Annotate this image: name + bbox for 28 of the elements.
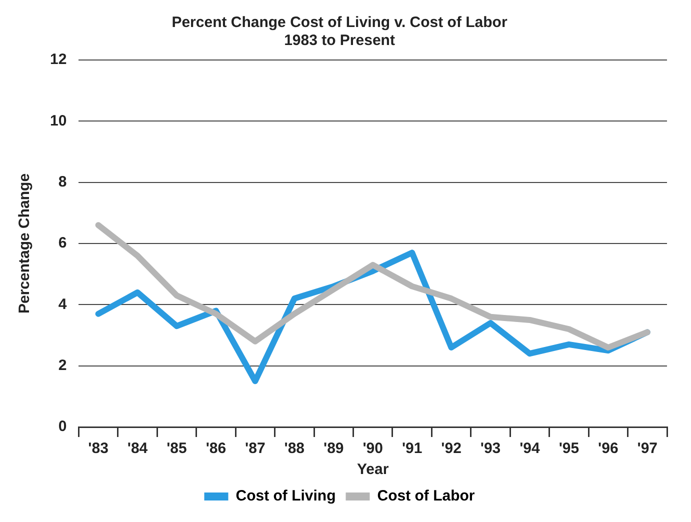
legend-label: Cost of Labor bbox=[377, 488, 475, 505]
chart-title: Percent Change Cost of Living v. Cost of Labor bbox=[172, 14, 508, 32]
x-tick-label: '91 bbox=[402, 440, 422, 458]
y-tick-label: 2 bbox=[58, 356, 67, 374]
x-axis-title: Year bbox=[356, 461, 389, 478]
x-tick-label: '84 bbox=[127, 440, 148, 458]
y-tick-label: 8 bbox=[58, 173, 67, 190]
x-tick-label: '89 bbox=[323, 440, 344, 458]
x-tick-label: '94 bbox=[520, 440, 541, 458]
y-tick-label: 10 bbox=[50, 112, 67, 130]
x-tick-label: '95 bbox=[558, 440, 580, 458]
y-tick-label: 4 bbox=[58, 296, 68, 313]
x-tick-label: '96 bbox=[598, 440, 618, 458]
x-tick-label: '92 bbox=[441, 440, 462, 458]
x-tick-label: '93 bbox=[480, 440, 501, 458]
x-tick-label: '97 bbox=[637, 440, 658, 458]
y-tick-label: 12 bbox=[50, 51, 67, 68]
x-tick-label: '90 bbox=[362, 440, 383, 458]
y-tick-label: 0 bbox=[58, 418, 67, 436]
x-tick-label: '83 bbox=[88, 440, 108, 458]
x-tick-label: '88 bbox=[284, 440, 305, 458]
x-tick-label: '86 bbox=[206, 440, 226, 458]
x-tick-label: '85 bbox=[166, 440, 187, 458]
chart-subtitle: 1983 to Present bbox=[284, 32, 395, 50]
legend-label: Cost of Living bbox=[236, 488, 336, 505]
y-tick-label: 6 bbox=[58, 234, 67, 252]
y-axis-title: Percentage Change bbox=[16, 173, 34, 314]
x-tick-label: '87 bbox=[245, 440, 266, 458]
